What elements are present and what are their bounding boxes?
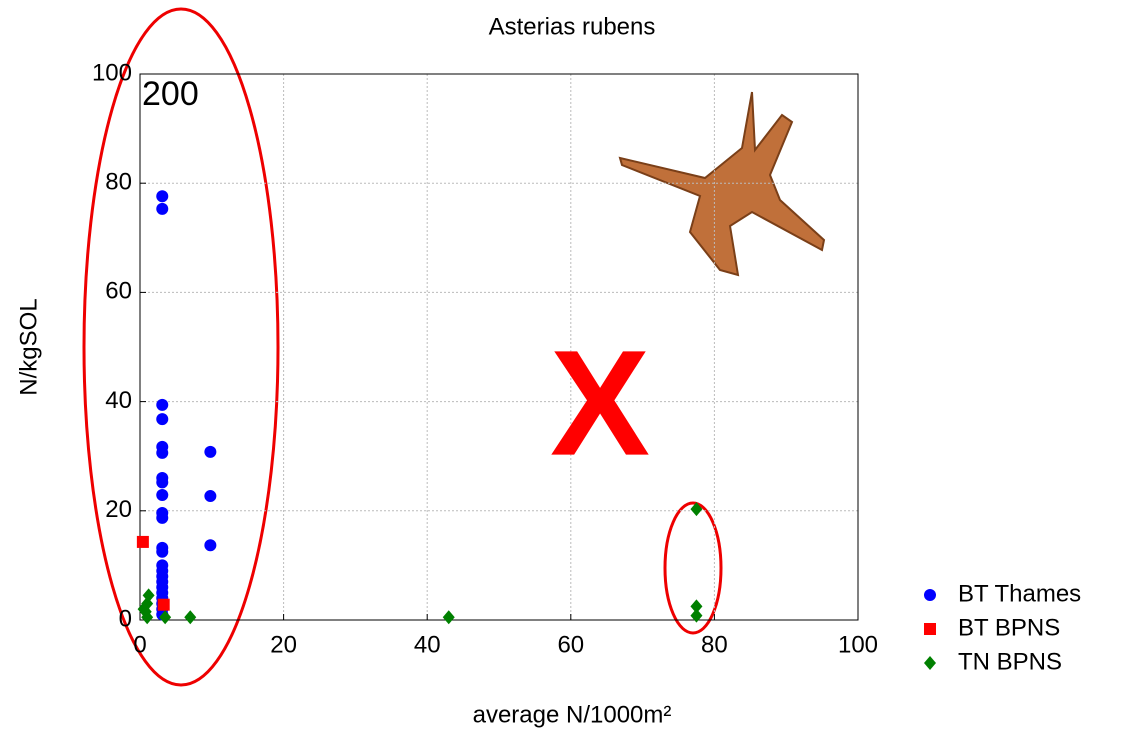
- point: [156, 202, 169, 215]
- point: [156, 545, 169, 558]
- point: [442, 610, 455, 625]
- legend-label: BT Thames: [958, 580, 1081, 607]
- y-tick-label: 80: [105, 169, 132, 196]
- x-tick-label: 0: [133, 631, 146, 658]
- legend-label: BT BPNS: [958, 614, 1060, 641]
- y-tick-label: 40: [105, 387, 132, 414]
- plot-frame: [139, 73, 859, 621]
- point: [690, 502, 703, 517]
- legend-marker: [924, 589, 936, 601]
- point: [156, 511, 169, 524]
- point: [156, 398, 169, 411]
- x-tick-label: 20: [270, 631, 297, 658]
- legend-marker: [924, 656, 936, 670]
- y-axis-label: N/kgSOL: [15, 298, 42, 395]
- annotation: 200: [142, 75, 199, 113]
- point: [184, 610, 197, 625]
- y-tick-label: 60: [105, 278, 132, 305]
- x-tick-label: 40: [414, 631, 441, 658]
- chart-title: Asterias rubens: [489, 13, 656, 40]
- point: [156, 476, 169, 489]
- point: [156, 190, 169, 203]
- point: [690, 599, 703, 614]
- point: [159, 610, 172, 625]
- x-tick-label: 80: [701, 631, 728, 658]
- highlight-ellipse: [82, 7, 280, 687]
- point: [156, 413, 169, 426]
- x-axis-label: average N/1000m²: [473, 701, 672, 728]
- point: [690, 608, 703, 623]
- point: [157, 598, 170, 611]
- y-tick-label: 20: [105, 496, 132, 523]
- highlight-ellipse: [663, 501, 723, 635]
- x-tick-label: 60: [557, 631, 584, 658]
- legend-marker: [924, 623, 936, 635]
- point: [156, 446, 169, 459]
- annotation: X: [550, 319, 650, 487]
- legend-label: TN BPNS: [958, 648, 1062, 675]
- point: [136, 535, 149, 548]
- y-tick-label: 0: [119, 605, 132, 632]
- point: [204, 539, 217, 552]
- point: [204, 445, 217, 458]
- x-tick-label: 100: [838, 631, 878, 658]
- point: [141, 610, 154, 625]
- y-tick-label: 100: [92, 59, 132, 86]
- point: [156, 488, 169, 501]
- point: [204, 490, 217, 503]
